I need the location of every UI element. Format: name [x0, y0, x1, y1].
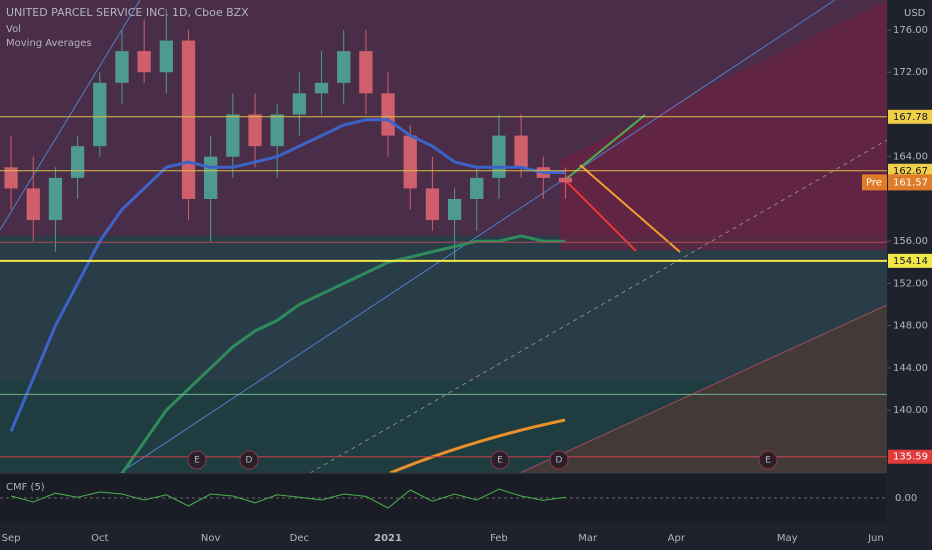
x-tick-label: Mar: [578, 533, 598, 544]
y-tick-label: 144.00: [893, 363, 928, 374]
chart-title: UNITED PARCEL SERVICE INC, 1D, Cboe BZX: [6, 6, 249, 19]
currency: USD: [904, 8, 926, 19]
candle-body: [337, 51, 351, 83]
y-tick-label: 164.00: [893, 152, 928, 163]
candle-body: [270, 114, 284, 147]
price-tag-label: 167.78: [893, 112, 928, 123]
y-tick-label: 152.00: [893, 278, 928, 289]
price-tag-label: 162.67: [893, 166, 928, 177]
event-marker: [490, 450, 510, 470]
moving-average: [120, 234, 566, 473]
price-tag-label: 135.59: [893, 452, 928, 463]
candle-body: [425, 188, 440, 221]
candle-body: [93, 82, 107, 147]
arrow-target: [579, 164, 681, 253]
candle-body: [181, 40, 196, 199]
x-tick-label: Sep: [2, 533, 21, 544]
x-tick-label: 2021: [374, 533, 402, 544]
cmf-title: CMF (5): [6, 482, 45, 493]
y-tick-label: 176.00: [893, 25, 928, 36]
cmf-tick-label: 0.00: [895, 493, 917, 504]
x-tick-label: Oct: [91, 533, 108, 544]
price-tag: [888, 449, 932, 464]
pre-tag-value: 161.57: [893, 177, 928, 188]
candle-body: [492, 135, 506, 178]
candle-body: [558, 177, 573, 183]
x-tick-label: May: [777, 533, 798, 544]
candle-body: [70, 146, 85, 178]
trend-line: [0, 0, 141, 231]
candle-body: [226, 114, 240, 157]
pre-tag-box: [862, 174, 887, 191]
candle-body: [381, 93, 395, 136]
price-axis: [887, 0, 932, 550]
candle-body: [26, 188, 40, 221]
candle-body: [159, 40, 173, 73]
candle-body: [137, 51, 151, 73]
price-tag: [888, 163, 932, 178]
y-tick-label: 172.00: [893, 67, 928, 78]
x-tick-label: Dec: [290, 533, 309, 544]
x-tick-label: Nov: [201, 533, 221, 544]
candle-body: [359, 51, 373, 94]
y-tick-label: 148.00: [893, 321, 928, 332]
moving-average: [9, 118, 566, 432]
pre-tag-price: [888, 174, 932, 191]
candle-body: [204, 156, 218, 199]
candle-body: [447, 198, 462, 221]
event-label: E: [194, 456, 200, 466]
price-tag-label: 154.14: [893, 256, 928, 267]
event-label: E: [497, 456, 503, 466]
price-tag: [888, 109, 932, 124]
y-tick-label: 156.00: [893, 236, 928, 247]
candle-body: [115, 51, 129, 83]
x-tick-label: Feb: [490, 533, 508, 544]
trend-line-low: [519, 304, 888, 474]
candle-body: [314, 82, 329, 94]
candle-body: [470, 177, 484, 199]
event-label: D: [556, 456, 563, 466]
indicator-label: Moving Averages: [6, 38, 92, 49]
candle-body: [248, 114, 262, 147]
cmf-line: [10, 488, 566, 509]
plot: [4, 8, 573, 473]
candle-body: [292, 93, 307, 115]
price-tag: [888, 253, 932, 268]
arrow-down: [564, 179, 637, 252]
candle-body: [4, 167, 18, 189]
event-marker: [239, 450, 259, 470]
event-marker: [758, 450, 778, 470]
candle-body: [403, 135, 417, 189]
arrow-up: [564, 114, 646, 181]
x-tick-label: Apr: [668, 533, 686, 544]
middle-zone: [0, 236, 887, 381]
y-tick-label: 140.00: [893, 405, 928, 416]
event-marker: [187, 450, 207, 470]
trend-line-mid: [309, 139, 888, 474]
event-label: D: [246, 456, 253, 466]
event-marker: [549, 450, 569, 470]
pre-tag-label: Pre: [866, 177, 882, 188]
x-tick-label: Jun: [867, 533, 884, 544]
event-label: E: [765, 456, 771, 466]
candle-body: [48, 177, 63, 221]
volume-average: [389, 418, 566, 475]
indicator-label: Vol: [6, 24, 21, 35]
candle-body: [514, 135, 528, 168]
